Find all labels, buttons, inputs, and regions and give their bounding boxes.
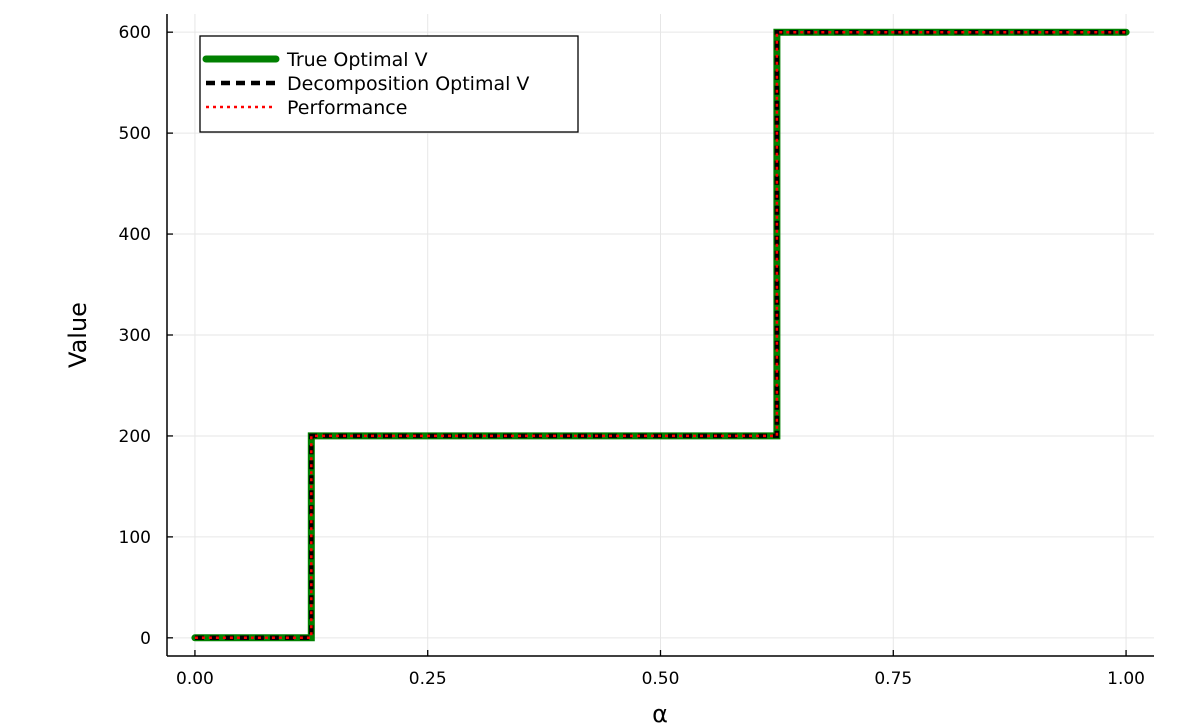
ticks: 0.00 0.25 0.50 0.75 1.00 0 100 200 300 400 500 600 <box>119 23 1145 689</box>
x-tick-label: 0.50 <box>642 669 680 689</box>
y-tick-label: 300 <box>119 326 151 346</box>
y-tick-label: 600 <box>119 23 151 43</box>
grid <box>167 14 1154 656</box>
x-axis-title: α <box>652 700 668 724</box>
y-tick-label: 100 <box>119 528 151 548</box>
legend-box <box>199 35 579 133</box>
series-layer <box>191 28 1130 642</box>
y-axis-title: Value <box>64 302 92 368</box>
y-tick-label: 500 <box>119 124 151 144</box>
y-tick-label: 400 <box>119 225 151 245</box>
y-tick-label: 200 <box>119 427 151 447</box>
legend-label: True Optimal V <box>286 49 428 71</box>
legend-label: Decomposition Optimal V <box>287 73 529 95</box>
x-tick-label: 0.25 <box>409 669 447 689</box>
legend-label: Performance <box>287 97 407 119</box>
x-tick-label: 0.75 <box>874 669 912 689</box>
x-tick-label: 1.00 <box>1107 669 1145 689</box>
y-tick-label: 0 <box>140 629 151 649</box>
x-tick-label: 0.00 <box>176 669 214 689</box>
series-line-2 <box>194 29 1127 641</box>
